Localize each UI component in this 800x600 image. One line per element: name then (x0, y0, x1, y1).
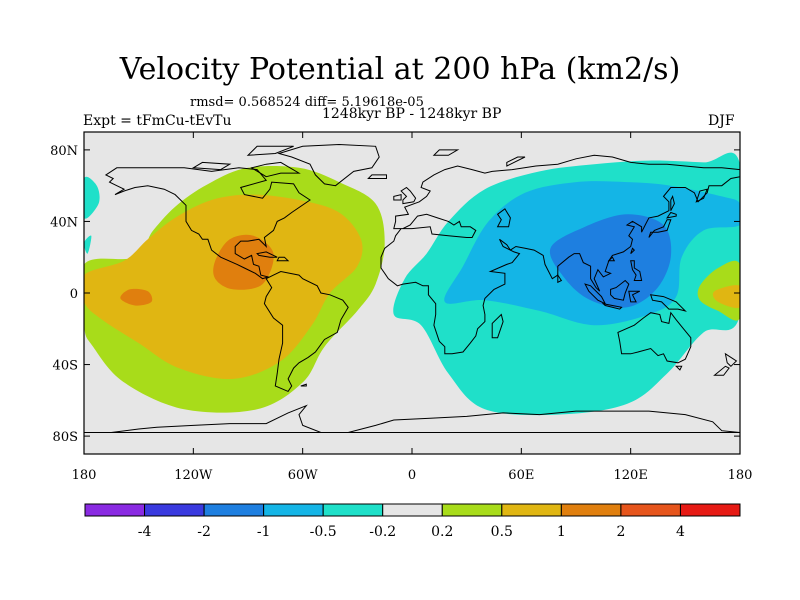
x-tick-label: 120W (174, 468, 213, 483)
x-tick-label: 60W (288, 468, 319, 483)
coastline-hainan (607, 256, 616, 262)
coastline-kamchatka-tip (695, 188, 709, 203)
season-label: DJF (708, 113, 735, 129)
colorbar-swatch (620, 503, 681, 517)
colorbar-label: 2 (616, 524, 625, 540)
axes: 180 120W 60W 0 60E 120E 180 80N 40N 0 40S 80S (50, 132, 752, 483)
x-tick-label: 60E (508, 468, 534, 483)
coastline-south-america (263, 270, 349, 393)
contour-region-western-positive (120, 288, 153, 306)
coastline-novaya-zemlya (506, 156, 526, 167)
coastline-new-zealand-south (713, 365, 730, 376)
coastline-falklands (300, 383, 307, 387)
colorbar-swatch (263, 503, 324, 517)
coastline-new-guinea (649, 294, 687, 312)
coastline-ellesmere (246, 145, 294, 156)
period-label: 1248kyr BP - 1248kyr BP (322, 106, 502, 122)
coastline-sakhalin (670, 194, 675, 211)
colorbar-swatch (84, 503, 146, 517)
y-tick-label: 80S (53, 430, 78, 445)
colorbar-label: -1 (257, 524, 271, 540)
colorbar-swatch (203, 503, 265, 517)
coastline-caspian (496, 208, 511, 228)
contour-region-western-positive (84, 194, 363, 380)
colorbar-swatch (441, 503, 503, 517)
x-tick-label: 0 (408, 468, 416, 483)
y-tick-label: 0 (70, 287, 78, 302)
contour-region-far-west-teal (84, 235, 92, 254)
contour-region-far-east-positive (712, 285, 740, 308)
coastline-philippines (630, 260, 643, 281)
colorbar-swatch (679, 503, 741, 517)
coastline-madagascar (491, 313, 504, 339)
coastlines (84, 143, 740, 433)
y-tick-label: 80N (50, 144, 78, 159)
colorbar-swatch (382, 503, 443, 517)
contour-region-far-west-teal (84, 176, 100, 219)
coastline-ireland (393, 193, 402, 201)
coastline-sri-lanka (557, 273, 563, 284)
y-tick-label: 40N (50, 215, 78, 230)
colorbar-label: 0.2 (431, 524, 453, 540)
stats-text: rmsd= 0.568524 diff= 5.19618e-05 (190, 95, 424, 110)
colorbar-swatch (322, 503, 384, 517)
coastline-greenland (277, 143, 380, 187)
colorbar-label: 1 (557, 524, 566, 540)
coastline-baffin (250, 161, 301, 178)
colorbar-label: -0.5 (310, 524, 337, 540)
colorbar-label: 0.5 (491, 524, 513, 540)
y-tick-label: 40S (53, 359, 78, 374)
coastline-cuba (256, 251, 278, 258)
coastline-borneo (610, 279, 630, 301)
coastline-new-zealand-north (724, 352, 738, 367)
coastline-sulawesi (628, 290, 641, 303)
coastline-tasmania (674, 365, 683, 371)
coastline-great-britain (400, 186, 417, 205)
coastline-java (601, 302, 623, 310)
coastline-hispaniola (276, 256, 290, 262)
coastline-australia (617, 311, 692, 364)
colorbar: -4 -2 -1 -0.5 -0.2 0.2 0.5 1 2 4 (84, 503, 741, 540)
coastline-svalbard (432, 149, 460, 156)
colorbar-label: -0.2 (369, 524, 396, 540)
x-tick-label: 180 (728, 468, 753, 483)
coastline-victoria-island (191, 161, 232, 171)
coastline-antarctica (84, 404, 740, 433)
colorbar-label: 4 (676, 524, 685, 540)
colorbar-swatch (144, 503, 205, 517)
coastline-hokkaido (665, 211, 677, 219)
coastline-eurasia-africa (380, 154, 740, 355)
coastline-japan (648, 219, 672, 238)
colorbar-swatch (560, 503, 622, 517)
chart-title: Velocity Potential at 200 hPa (km2/s) (119, 52, 681, 87)
x-tick-label: 120E (614, 468, 648, 483)
colorbar-label: -4 (138, 524, 152, 540)
experiment-label: Expt = tFmCu-tEvTu (83, 113, 232, 129)
colorbar-swatch (501, 503, 562, 517)
x-tick-label: 180 (72, 468, 97, 483)
coastline-north-america (104, 167, 311, 280)
colorbar-label: -2 (197, 524, 211, 540)
coastline-taiwan (630, 247, 636, 254)
coastline-iceland (367, 174, 387, 179)
